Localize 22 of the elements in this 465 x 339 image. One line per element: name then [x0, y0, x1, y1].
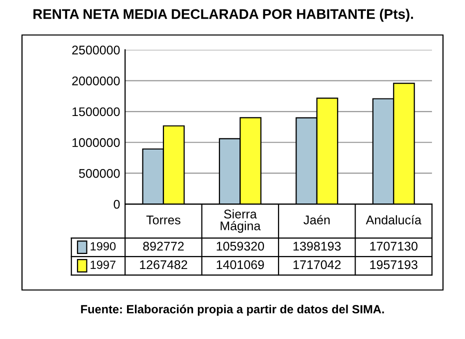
y-tick-label: 2500000 [72, 46, 120, 54]
data-label: 1401069 [216, 260, 264, 270]
source-note: Fuente: Elaboración propia a partir de datos del SIMA. [81, 304, 384, 316]
x-tick-label: Torres [146, 216, 180, 224]
legend-label: 1997 [90, 260, 116, 269]
data-label: 1717042 [294, 260, 341, 270]
y-tick-label: 1000000 [72, 138, 120, 148]
data-label: 1398193 [294, 242, 341, 251]
legend-label: 1990 [90, 242, 116, 250]
chart-title: RENTA NETA MEDIA DECLARADA POR HABITANTE (Pts). [33, 8, 414, 22]
data-label: 1059320 [216, 242, 264, 251]
x-tick-label: Sierra Mágina [220, 209, 261, 233]
y-tick-label: 0 [114, 200, 120, 209]
y-tick-label: 1500000 [72, 107, 120, 116]
x-tick-label: Andalucía [366, 215, 422, 224]
y-tick-label: 2000000 [72, 76, 120, 86]
data-label: 1267482 [140, 260, 188, 270]
data-label: 892772 [143, 242, 184, 251]
data-label: 1957193 [370, 260, 418, 270]
x-tick-label: Jaén [304, 215, 330, 224]
y-tick-label: 500000 [79, 169, 120, 178]
data-label: 1707130 [370, 242, 418, 251]
